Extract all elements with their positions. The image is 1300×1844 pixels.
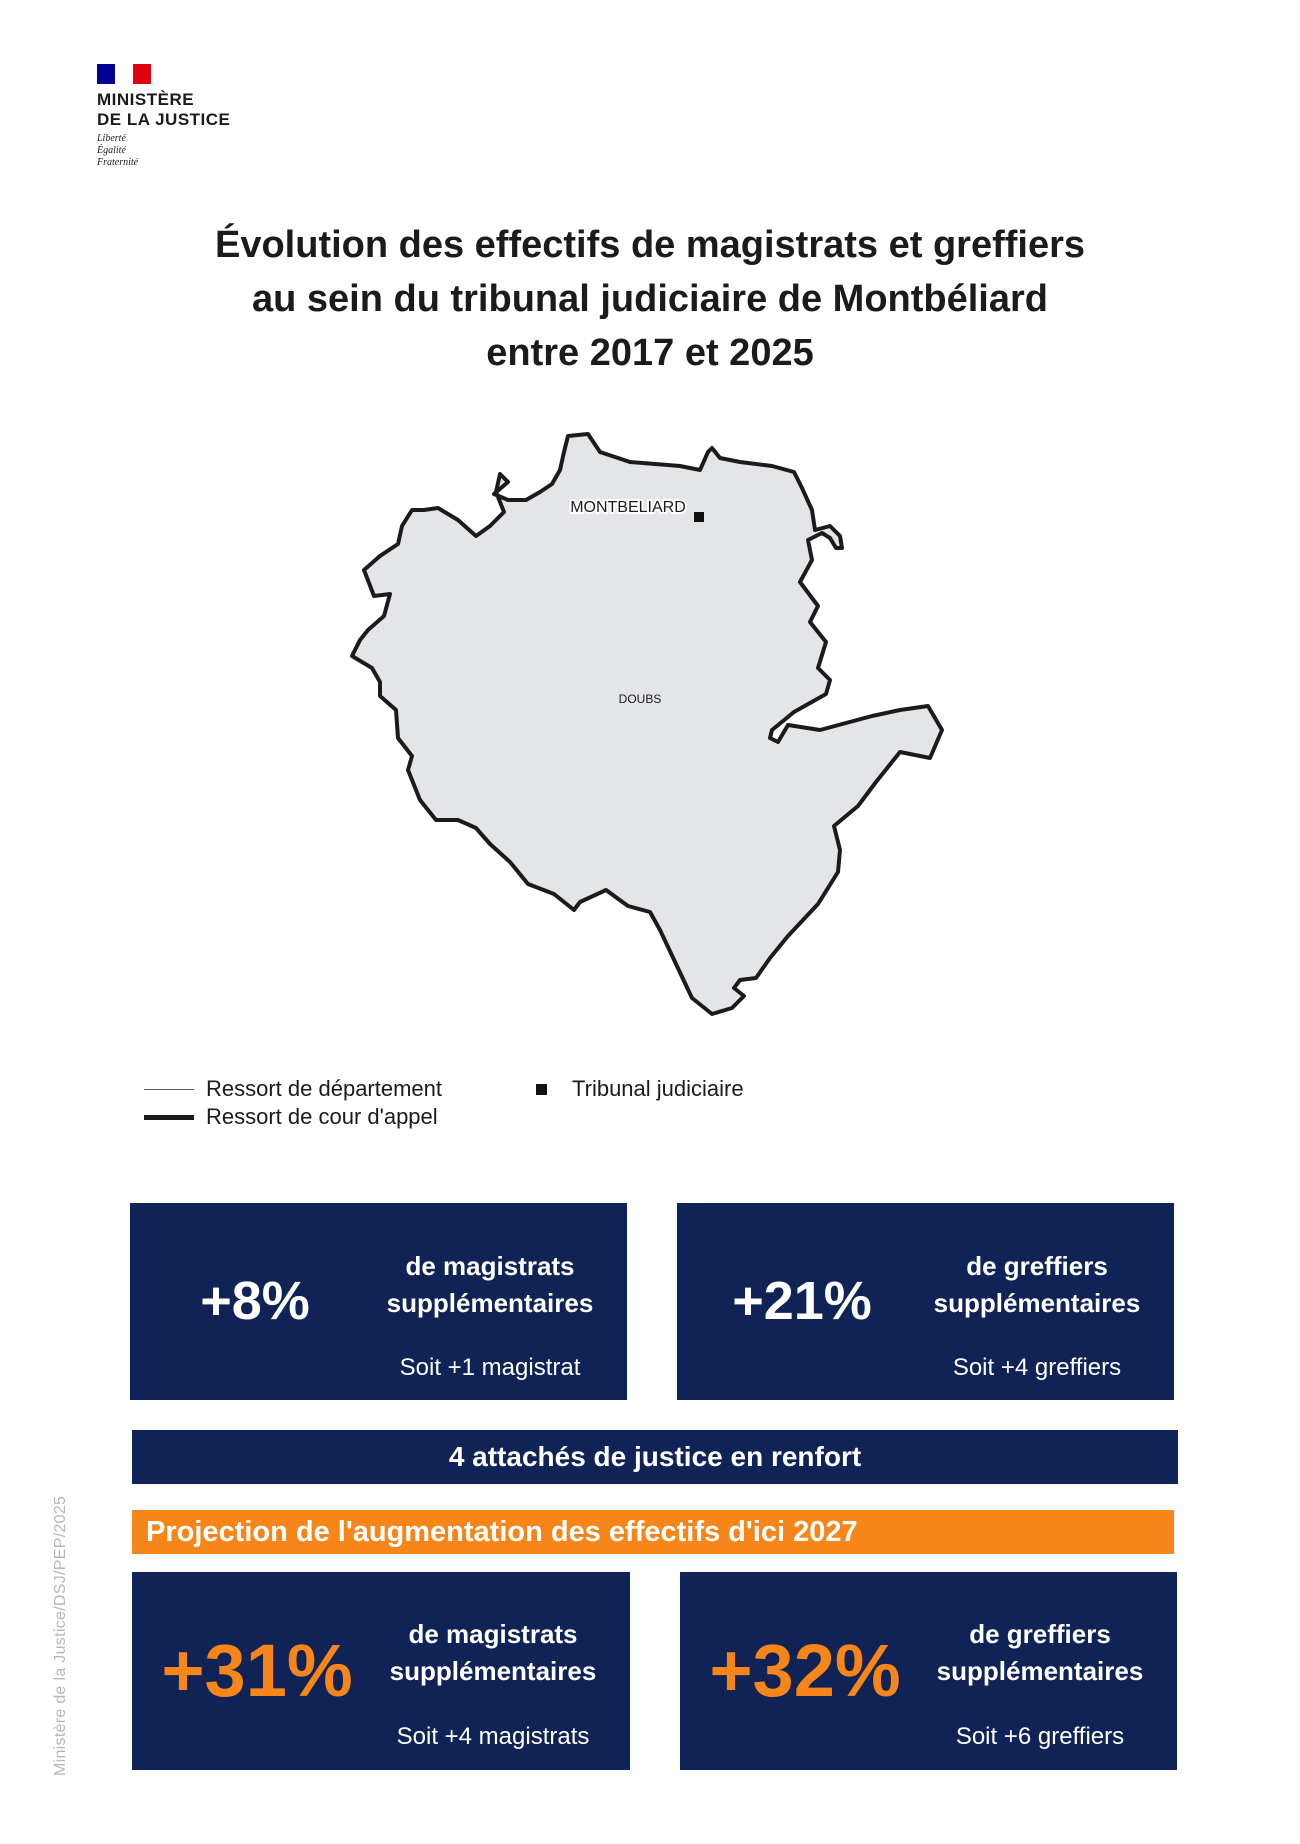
ministry-name: MINISTÈRE DE LA JUSTICE bbox=[97, 90, 297, 130]
ministry-name-line1: MINISTÈRE bbox=[97, 90, 195, 109]
stat-detail: Soit +4 magistrats bbox=[396, 1723, 590, 1750]
thin-line-icon bbox=[144, 1088, 194, 1090]
stat-desc-line2: supplémentaires bbox=[933, 1288, 1141, 1318]
title-line2: au sein du tribunal judiciaire de Montbé… bbox=[252, 278, 1048, 320]
stat-desc-line2: supplémentaires bbox=[386, 1288, 594, 1318]
doubs-region-outline bbox=[350, 432, 944, 1016]
stat-box-magistrats-2027: +31% de magistrats supplémentaires Soit … bbox=[132, 1572, 630, 1770]
ministry-logo: MINISTÈRE DE LA JUSTICE Liberté Égalité … bbox=[97, 64, 297, 169]
stat-description: de magistrats supplémentaires bbox=[355, 1248, 625, 1322]
stat-description: de greffiers supplémentaires bbox=[902, 1248, 1172, 1322]
legend-tribunal-label: Tribunal judiciaire bbox=[572, 1076, 744, 1101]
stat-value: +21% bbox=[732, 1271, 872, 1331]
republic-motto: Liberté Égalité Fraternité bbox=[97, 133, 297, 169]
stat-detail: Soit +6 greffiers bbox=[955, 1723, 1125, 1750]
square-marker-icon bbox=[536, 1083, 547, 1095]
stat-desc-line2: supplémentaires bbox=[389, 1656, 597, 1686]
motto-fraternite: Fraternité bbox=[97, 157, 139, 168]
stat-detail: Soit +4 greffiers bbox=[952, 1354, 1122, 1381]
stat-description: de greffiers supplémentaires bbox=[905, 1616, 1175, 1690]
stat-value: +31% bbox=[161, 1629, 353, 1712]
ministry-name-line2: DE LA JUSTICE bbox=[97, 110, 231, 129]
thick-line-icon bbox=[144, 1114, 194, 1120]
motto-egalite: Égalité bbox=[97, 145, 126, 156]
map-label-doubs: DOUBS bbox=[619, 692, 662, 706]
title-line1: Évolution des effectifs de magistrats et… bbox=[214, 224, 1085, 266]
stat-value: +32% bbox=[709, 1629, 901, 1712]
stat-desc-line1: de greffiers bbox=[969, 1619, 1111, 1649]
motto-liberte: Liberté bbox=[97, 133, 126, 144]
legend-department-boundary: Ressort de département bbox=[144, 1076, 442, 1102]
map-label-montbeliard: MONTBELIARD bbox=[570, 499, 686, 516]
stat-box-greffiers-2025: +21% de greffiers supplémentaires Soit +… bbox=[677, 1203, 1174, 1400]
source-credit: Ministère de la Justice/DSJ/PEP/2025 bbox=[52, 1495, 69, 1776]
stat-detail: Soit +1 magistrat bbox=[399, 1354, 581, 1381]
legend-appeal-court-label: Ressort de cour d'appel bbox=[206, 1104, 438, 1129]
legend-tribunal: Tribunal judiciaire bbox=[536, 1076, 744, 1102]
legend-department-label: Ressort de département bbox=[206, 1076, 443, 1101]
stat-desc-line1: de magistrats bbox=[405, 1251, 575, 1281]
title-line3: entre 2017 et 2025 bbox=[486, 332, 814, 374]
tribunal-marker bbox=[694, 512, 704, 522]
stat-desc-line1: de greffiers bbox=[966, 1251, 1108, 1281]
stat-description: de magistrats supplémentaires bbox=[358, 1616, 628, 1690]
french-flag-icon bbox=[97, 64, 151, 84]
stat-desc-line1: de magistrats bbox=[408, 1619, 578, 1649]
projection-header: Projection de l'augmentation des effecti… bbox=[132, 1510, 1174, 1554]
renfort-banner: 4 attachés de justice en renfort bbox=[132, 1430, 1178, 1484]
legend-appeal-court-boundary: Ressort de cour d'appel bbox=[144, 1104, 438, 1130]
stat-value: +8% bbox=[200, 1271, 310, 1331]
stat-box-magistrats-2025: +8% de magistrats supplémentaires Soit +… bbox=[130, 1203, 627, 1400]
stat-box-greffiers-2027: +32% de greffiers supplémentaires Soit +… bbox=[680, 1572, 1177, 1770]
page-title: Évolution des effectifs de magistrats et… bbox=[100, 218, 1200, 380]
stat-desc-line2: supplémentaires bbox=[936, 1656, 1144, 1686]
